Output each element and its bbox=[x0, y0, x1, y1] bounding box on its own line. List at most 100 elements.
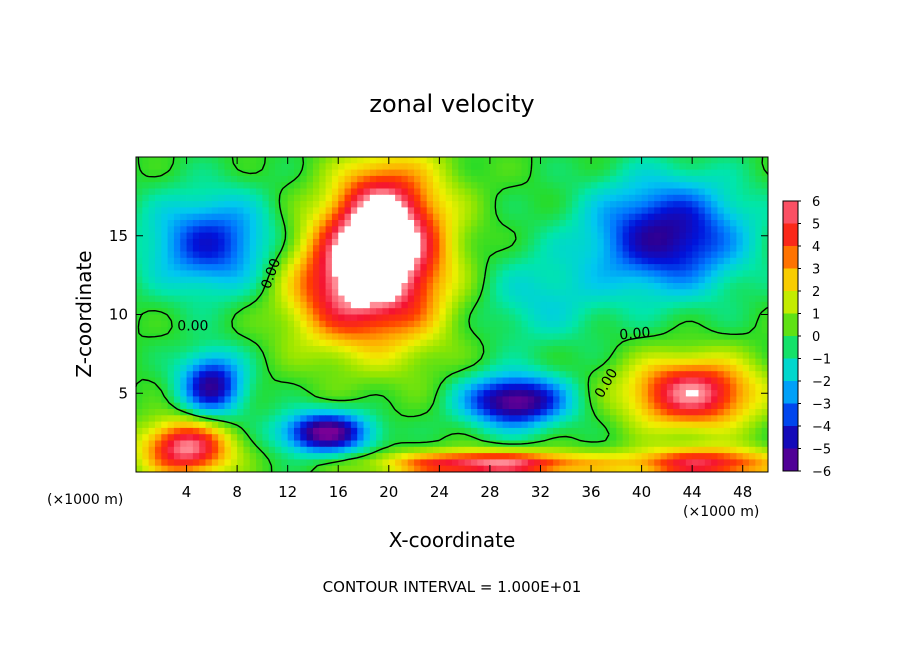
field-cell bbox=[407, 194, 415, 202]
field-cell bbox=[666, 440, 674, 448]
field-cell bbox=[306, 245, 314, 252]
field-cell bbox=[647, 383, 655, 391]
field-cell bbox=[312, 238, 320, 246]
field-cell bbox=[730, 459, 737, 467]
field-cell bbox=[186, 459, 194, 467]
field-cell bbox=[186, 327, 194, 334]
field-cell bbox=[749, 371, 756, 378]
field-cell bbox=[294, 427, 301, 435]
field-cell bbox=[350, 346, 358, 353]
field-cell bbox=[325, 270, 333, 278]
field-cell bbox=[616, 264, 624, 271]
field-cell bbox=[262, 251, 270, 259]
field-cell bbox=[350, 409, 358, 416]
field-cell bbox=[692, 434, 699, 441]
field-cell bbox=[376, 301, 383, 309]
field-cell bbox=[711, 434, 718, 441]
field-cell bbox=[578, 320, 586, 328]
field-cell bbox=[445, 301, 453, 309]
field-cell bbox=[281, 465, 289, 473]
field-cell bbox=[331, 371, 339, 378]
field-cell bbox=[616, 421, 624, 429]
field-cell bbox=[704, 257, 712, 265]
field-cell bbox=[742, 276, 750, 284]
field-cell bbox=[711, 459, 718, 467]
field-cell bbox=[180, 314, 187, 322]
field-cell bbox=[483, 295, 491, 303]
field-cell bbox=[540, 415, 548, 422]
field-cell bbox=[445, 371, 453, 378]
field-cell bbox=[237, 333, 244, 341]
field-cell bbox=[452, 352, 459, 359]
field-cell bbox=[376, 402, 383, 410]
field-cell bbox=[395, 264, 402, 271]
field-cell bbox=[407, 245, 415, 252]
field-cell bbox=[256, 465, 263, 473]
field-cell bbox=[515, 371, 522, 378]
field-cell bbox=[584, 264, 592, 271]
field-cell bbox=[540, 421, 548, 429]
field-cell bbox=[591, 434, 598, 441]
field-cell bbox=[559, 213, 567, 221]
field-cell bbox=[325, 320, 333, 328]
field-cell bbox=[161, 251, 168, 259]
field-cell bbox=[338, 459, 345, 467]
field-cell bbox=[249, 371, 257, 378]
field-cell bbox=[559, 226, 567, 233]
field-cell bbox=[319, 188, 326, 196]
field-cell bbox=[622, 301, 630, 309]
field-cell bbox=[331, 157, 339, 164]
field-cell bbox=[515, 283, 522, 290]
field-cell bbox=[287, 270, 295, 278]
field-cell bbox=[180, 427, 187, 435]
field-cell bbox=[154, 459, 162, 467]
field-cell bbox=[742, 402, 750, 410]
field-cell bbox=[755, 157, 763, 164]
field-cell bbox=[325, 327, 333, 334]
field-cell bbox=[521, 201, 529, 208]
field-cell bbox=[755, 163, 763, 170]
field-cell bbox=[186, 333, 194, 341]
field-cell bbox=[224, 226, 232, 233]
field-cell bbox=[401, 446, 409, 454]
field-cell bbox=[243, 276, 251, 284]
field-cell bbox=[401, 314, 409, 322]
field-cell bbox=[553, 339, 560, 347]
field-cell bbox=[369, 213, 377, 221]
field-cell bbox=[192, 264, 200, 271]
field-cell bbox=[742, 415, 750, 422]
field-cell bbox=[534, 453, 541, 460]
field-cell bbox=[420, 188, 428, 196]
field-cell bbox=[382, 188, 390, 196]
field-cell bbox=[294, 459, 301, 467]
field-cell bbox=[376, 201, 383, 208]
field-cell bbox=[628, 194, 636, 202]
field-cell bbox=[192, 415, 200, 422]
field-cell bbox=[635, 194, 642, 202]
field-cell bbox=[414, 301, 421, 309]
field-cell bbox=[363, 377, 371, 385]
field-cell bbox=[489, 270, 497, 278]
field-cell bbox=[666, 188, 674, 196]
field-cell bbox=[489, 465, 497, 473]
field-cell bbox=[742, 352, 750, 359]
field-cell bbox=[641, 182, 649, 189]
field-cell bbox=[496, 383, 503, 391]
field-cell bbox=[508, 169, 516, 177]
field-cell bbox=[173, 434, 181, 441]
field-cell bbox=[496, 314, 503, 322]
field-cell bbox=[723, 308, 731, 315]
field-cell bbox=[597, 346, 605, 353]
field-cell bbox=[527, 175, 535, 183]
field-cell bbox=[755, 289, 763, 296]
field-cell bbox=[742, 245, 750, 252]
field-cell bbox=[489, 245, 497, 252]
field-cell bbox=[647, 270, 655, 278]
field-cell bbox=[319, 257, 326, 265]
field-cell bbox=[395, 383, 402, 391]
field-cell bbox=[256, 314, 263, 322]
field-cell bbox=[477, 440, 484, 448]
field-cell bbox=[414, 308, 421, 315]
field-cell bbox=[249, 175, 257, 183]
field-cell bbox=[426, 314, 434, 322]
